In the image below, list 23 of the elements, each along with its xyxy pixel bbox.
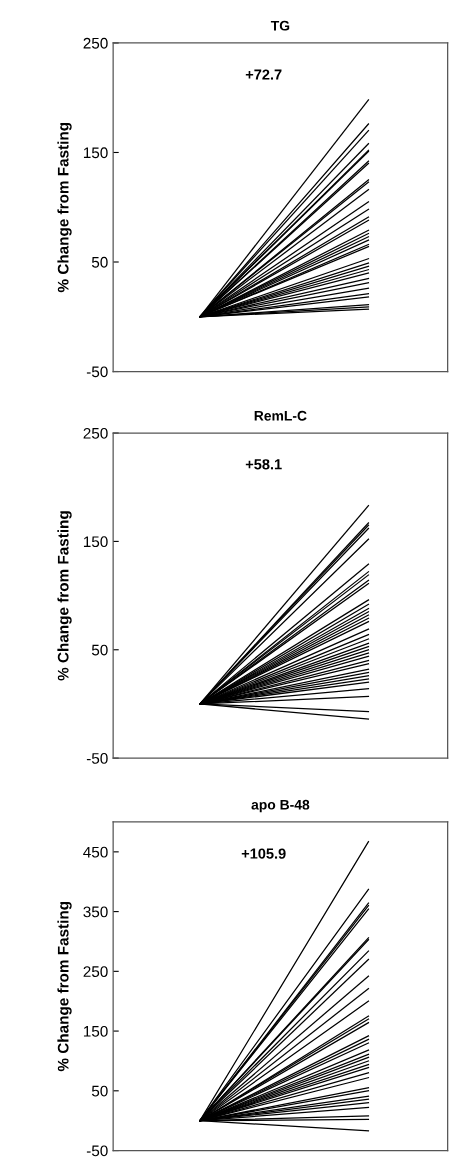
y-tick-label: 350 <box>83 906 108 918</box>
y-axis-title: % Change from Fasting <box>57 511 72 681</box>
y-tick-label: -50 <box>86 753 108 764</box>
annotation: +72.7 <box>245 69 282 80</box>
chart-title: RemL-C <box>254 410 307 421</box>
chart-title: TG <box>270 20 290 31</box>
y-tick-label: 250 <box>83 427 108 439</box>
y-tick-label: 250 <box>83 966 108 978</box>
annotation: +58.1 <box>245 459 282 470</box>
y-tick-label: 150 <box>83 147 108 159</box>
annotation: +105.9 <box>241 848 286 859</box>
y-tick-label: 250 <box>83 37 108 49</box>
y-axis-title: % Change from Fasting <box>57 122 72 293</box>
y-tick-label: 450 <box>83 846 108 858</box>
y-tick-label: 150 <box>83 536 108 548</box>
y-tick-label: 50 <box>91 256 108 268</box>
y-tick-label: -50 <box>86 1145 108 1157</box>
y-tick-label: 150 <box>83 1025 108 1037</box>
y-tick-label: -50 <box>86 366 108 378</box>
y-tick-label: 50 <box>91 1085 108 1097</box>
chart-title: apo B-48 <box>251 799 310 813</box>
y-tick-label: 50 <box>91 644 108 656</box>
y-axis-title: % Change from Fasting <box>57 901 72 1072</box>
